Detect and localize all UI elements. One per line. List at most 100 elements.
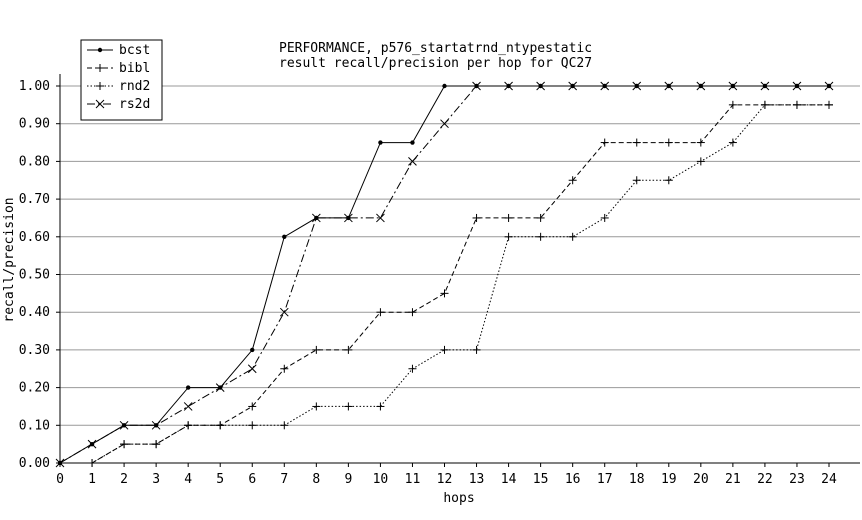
data-point-bibl (600, 138, 609, 147)
data-point-rs2d (247, 364, 257, 374)
y-tick-label: 0.20 (19, 381, 50, 396)
data-point-rnd2 (568, 232, 577, 241)
y-tick-label: 0.50 (19, 268, 50, 283)
data-point-rs2d (215, 383, 225, 392)
data-point-rnd2 (536, 232, 545, 241)
data-point-bibl (248, 402, 257, 411)
legend-marker (97, 47, 103, 53)
data-point-bibl (664, 138, 673, 147)
data-point-rs2d (472, 81, 481, 91)
data-point-rnd2 (280, 421, 289, 430)
x-tick-label: 3 (152, 472, 160, 487)
legend-item-bibl: bibl (87, 61, 150, 76)
legend-marker (95, 99, 105, 109)
data-point-rnd2 (408, 364, 417, 373)
y-tick-label: 1.00 (19, 79, 50, 94)
x-tick-label: 9 (344, 472, 352, 487)
legend-marker (96, 64, 104, 72)
data-point-rs2d (696, 81, 706, 91)
series-lines (55, 81, 834, 468)
data-point-rnd2 (600, 213, 609, 222)
data-point-rnd2 (248, 421, 257, 430)
data-point-rs2d (632, 81, 642, 91)
data-point-rs2d (600, 81, 610, 91)
data-point-rs2d (728, 81, 738, 91)
y-tick-label: 0.80 (19, 154, 50, 169)
data-point-rs2d (792, 81, 802, 91)
x-tick-label: 24 (821, 472, 837, 487)
x-tick-label: 7 (280, 472, 288, 487)
data-point-bcst (442, 83, 447, 89)
data-point-rs2d (664, 81, 674, 91)
data-point-rs2d (183, 402, 193, 411)
data-point-rs2d (408, 157, 417, 166)
data-point-bibl (536, 213, 545, 222)
data-point-rnd2 (216, 421, 225, 430)
data-point-rnd2 (344, 402, 353, 411)
data-point-bcst (250, 347, 255, 353)
series-bibl (56, 100, 833, 467)
x-tick-label: 20 (693, 472, 709, 487)
data-point-bcst (410, 140, 415, 145)
data-point-rnd2 (696, 157, 705, 166)
data-point-rs2d (376, 213, 385, 223)
series-rnd2 (56, 100, 833, 467)
data-point-rs2d (568, 81, 578, 91)
x-tick-label: 2 (120, 472, 128, 487)
series-line-rnd2 (60, 104, 829, 464)
x-tick-label: 8 (312, 472, 320, 487)
legend-label: bibl (119, 61, 150, 76)
y-tick-label: 0.10 (19, 418, 50, 433)
x-tick-label: 12 (437, 472, 453, 487)
x-tick-label: 0 (56, 472, 64, 487)
y-tick-label: 0.40 (19, 305, 50, 320)
x-tick-label: 22 (757, 472, 773, 487)
data-point-bibl (312, 345, 321, 354)
data-point-rnd2 (760, 100, 769, 109)
x-tick-label: 1 (88, 472, 96, 487)
y-axis-label: recall/precision (2, 197, 17, 322)
x-tick-label: 21 (725, 472, 741, 487)
y-tick-label: 0.60 (19, 230, 50, 245)
data-point-rs2d (440, 119, 449, 129)
legend-box (80, 39, 163, 121)
legend: bcst bibl rnd2 rs2d (80, 39, 163, 121)
grid (60, 85, 860, 464)
x-tick-label: 18 (629, 472, 645, 487)
title-line-1: PERFORMANCE, p576_startatrnd_ntypestatic (279, 41, 592, 56)
data-point-rs2d (119, 420, 129, 430)
data-point-bcst (185, 385, 191, 390)
data-point-rnd2 (184, 421, 193, 430)
data-point-bibl (568, 176, 577, 185)
x-tick-label: 19 (661, 472, 677, 487)
data-point-rnd2 (120, 440, 129, 449)
axes: 0.00 0.10 0.20 0.30 0.40 0.50 0.60 0.70 0.80 0.90… (19, 74, 860, 487)
data-point-rs2d (151, 420, 161, 430)
legend-marker (96, 82, 104, 90)
x-tick-label: 5 (216, 472, 224, 487)
legend-item-rs2d: rs2d (87, 97, 150, 112)
legend-item-bcst: bcst (87, 43, 150, 58)
data-point-rs2d (87, 439, 97, 449)
data-point-rs2d (824, 81, 834, 91)
x-axis-label: hops (443, 491, 474, 506)
data-point-bibl (472, 213, 481, 222)
data-point-rnd2 (472, 345, 481, 354)
legend-item-rnd2: rnd2 (87, 79, 150, 94)
data-point-rs2d (311, 213, 321, 223)
x-tick-label: 13 (469, 472, 485, 487)
x-tick-label: 17 (597, 472, 613, 487)
data-point-rnd2 (376, 402, 385, 411)
data-point-rs2d (344, 213, 353, 223)
x-tick-label: 4 (184, 472, 192, 487)
data-point-rs2d (279, 307, 289, 317)
y-tick-label: 0.00 (19, 456, 50, 471)
legend-label: bcst (119, 43, 150, 58)
x-tick-label: 16 (565, 472, 581, 487)
series-line-bibl (60, 104, 829, 464)
data-point-bibl (728, 100, 737, 109)
data-point-bcst (378, 140, 383, 145)
y-tick-label: 0.70 (19, 192, 50, 207)
